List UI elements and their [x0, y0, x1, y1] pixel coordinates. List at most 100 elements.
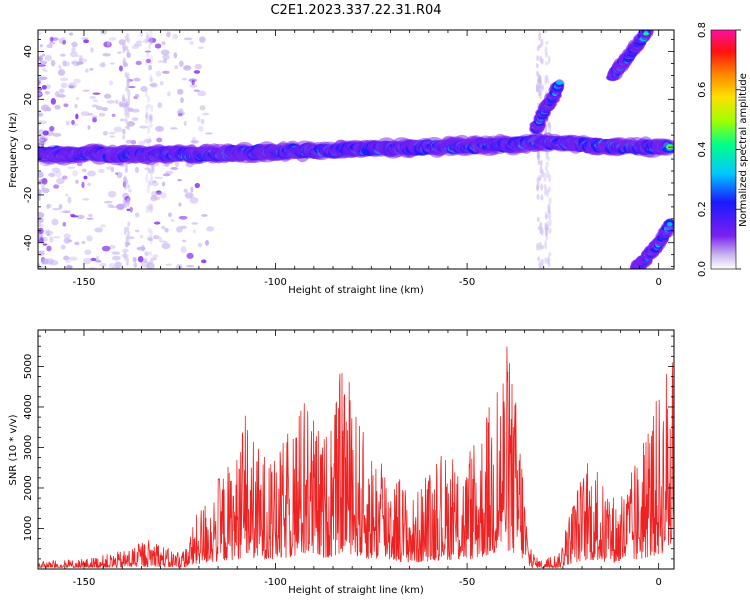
spectrogram-streak — [543, 172, 547, 182]
spectrogram-speckle — [189, 41, 194, 45]
spectrogram-speckle — [38, 92, 43, 96]
spectrogram-speckle — [87, 182, 92, 186]
spectrogram-speckle — [56, 177, 65, 185]
spectrogram-speckle — [181, 78, 188, 81]
spectrogram-streak — [148, 202, 152, 213]
spectrogram-streak — [149, 113, 153, 121]
spectrogram-speckle — [43, 105, 48, 112]
spectrogram-streak — [544, 46, 548, 55]
spectrogram-streak — [548, 210, 552, 221]
spectrogram-speckle — [38, 32, 44, 35]
spectrogram-streak — [150, 104, 154, 113]
spectrogram-speckle — [155, 70, 162, 77]
spectrogram-streak — [539, 266, 543, 269]
spectrogram-speckle — [169, 127, 178, 130]
spectrogram-speckle — [159, 80, 164, 86]
spectrogram-speckle — [41, 53, 46, 57]
spectrogram-speckle — [135, 40, 143, 44]
spectrogram-speckle — [59, 53, 66, 57]
spectrogram-streak — [538, 79, 542, 89]
spectrogram-speckle — [133, 77, 141, 82]
spectrogram-speckle — [38, 191, 42, 199]
spectrogram-speckle — [98, 168, 105, 174]
spectrogram-speckle — [71, 47, 76, 53]
spectrogram-streak — [546, 257, 550, 264]
spectrogram-streak — [544, 222, 548, 232]
spectrogram-speckle — [51, 218, 59, 226]
spectrogram-speckle — [89, 68, 94, 71]
spectrogram-streak — [150, 175, 154, 180]
spectrogram-streak — [145, 36, 149, 44]
spectrogram-streak — [149, 228, 153, 238]
spectrogram-streak — [537, 151, 541, 161]
spectrogram-speckle — [102, 53, 111, 57]
spectrogram-speckle — [108, 131, 116, 135]
spectrogram-speckle — [99, 62, 106, 68]
spectrogram-streak — [539, 160, 543, 166]
spectrogram-streak — [544, 30, 548, 34]
spectrogram-streak — [545, 52, 549, 58]
spectrogram-speckle — [101, 245, 111, 252]
spectrogram-speckle — [38, 222, 41, 228]
spectrogram-streak — [144, 89, 148, 98]
spectrogram-streak — [145, 31, 149, 39]
colorbar-gradient — [710, 29, 737, 270]
spectrogram-streak — [126, 77, 130, 88]
y-tick-label: 2000 — [23, 475, 34, 500]
spectrogram-streak — [124, 117, 128, 123]
spectrogram-streak — [123, 47, 127, 52]
spectrogram-speckle — [81, 241, 86, 244]
spectrogram-speckle — [112, 255, 121, 261]
spectrogram-speckle — [82, 198, 90, 201]
spectrogram-speckle — [75, 97, 80, 101]
spectrogram-panel: -150 -100 -50 0 -40 -20 0 20 40 Height of strai… — [8, 29, 675, 296]
spectrogram-speckle — [63, 255, 70, 261]
spectrogram-speckle — [87, 170, 96, 177]
spectrogram-streak — [149, 170, 153, 177]
spectrogram-streak — [538, 261, 542, 269]
spectrogram-speckle — [162, 54, 170, 60]
spectrogram-streak — [545, 214, 549, 219]
spectrogram-speckle — [41, 84, 47, 90]
spectrogram-streak — [536, 216, 540, 223]
spectrogram-speckle — [95, 255, 100, 263]
spectrogram-streak — [126, 110, 130, 119]
spectrogram-speckle — [50, 97, 57, 105]
spectrogram-streak — [144, 114, 148, 119]
x-tick-label: -100 — [264, 577, 287, 588]
spectrogram-streak — [543, 183, 547, 189]
spectrogram-speckle — [127, 86, 136, 89]
spectrogram-speckle — [134, 212, 140, 218]
spectrogram-streak — [147, 124, 151, 134]
spectrogram-streak — [146, 52, 150, 58]
snr-series-line — [38, 346, 674, 569]
spectrogram-streak — [538, 31, 542, 42]
spectrogram-speckle — [39, 223, 44, 228]
spectrogram-speckle — [141, 244, 145, 252]
spectrogram-speckle — [178, 215, 188, 220]
spectrogram-speckle — [46, 203, 50, 210]
spectrogram-speckle — [154, 176, 163, 179]
spectrogram-speckle — [39, 44, 44, 48]
spectrogram-speckle — [85, 68, 89, 73]
spectrogram-speckle — [80, 111, 90, 117]
spectrogram-speckle — [38, 57, 42, 61]
spectrogram-speckle — [177, 88, 184, 95]
spectrogram-streak — [147, 261, 151, 267]
spectrogram-speckle — [49, 125, 55, 132]
spectrogram-streak — [145, 110, 149, 120]
spectrogram-speckle — [42, 243, 48, 246]
spectrogram-speckle — [106, 41, 111, 47]
spectrogram-speckle — [91, 104, 99, 108]
spectrogram-marks — [38, 30, 674, 269]
spectrogram-streak — [540, 38, 544, 47]
spectrogram-streak — [547, 262, 551, 268]
spectrogram-speckle — [62, 61, 71, 67]
spectrogram-speckle — [173, 52, 178, 59]
spectrogram-speckle — [161, 41, 166, 46]
spectrogram-speckle — [133, 43, 142, 47]
spectrogram-streak — [150, 114, 154, 124]
spectrogram-speckle — [38, 79, 42, 82]
spectrogram-blob — [666, 222, 673, 227]
